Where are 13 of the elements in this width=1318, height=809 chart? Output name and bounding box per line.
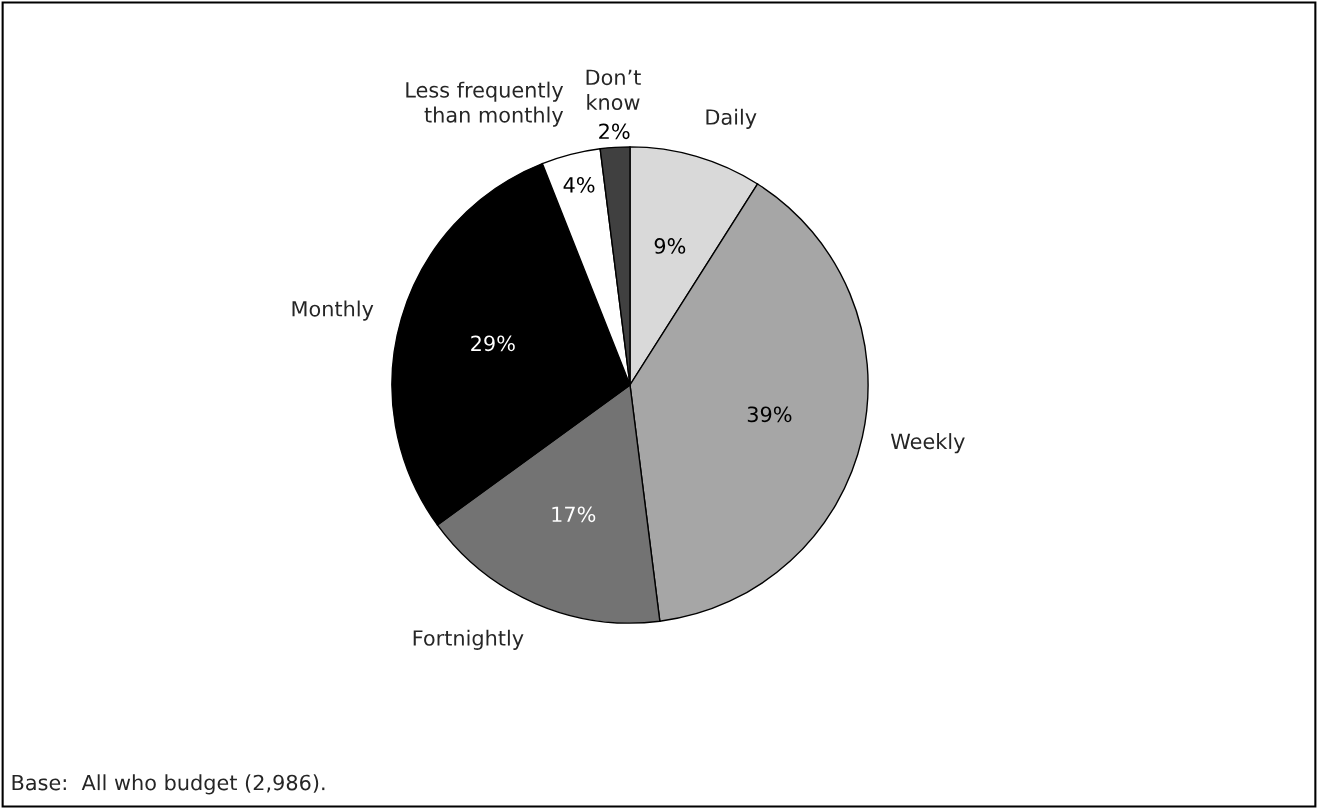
- slice-label: Daily: [706, 108, 757, 129]
- data-label: 9%: [654, 238, 686, 254]
- slice-label: Less frequently than monthly: [406, 81, 564, 127]
- slice-label: Weekly: [890, 433, 965, 454]
- data-label: 17%: [552, 506, 596, 523]
- data-label: 4%: [563, 176, 595, 193]
- data-label: 2%: [599, 123, 630, 140]
- data-label: 39%: [747, 406, 792, 423]
- slice-label: Monthly: [292, 300, 374, 321]
- slice-label: Don’t know: [586, 69, 641, 111]
- data-label: 29%: [471, 335, 515, 352]
- text: Base: All who budget (2,986).: [12, 774, 325, 795]
- slice-label: Fortnightly: [413, 629, 524, 650]
